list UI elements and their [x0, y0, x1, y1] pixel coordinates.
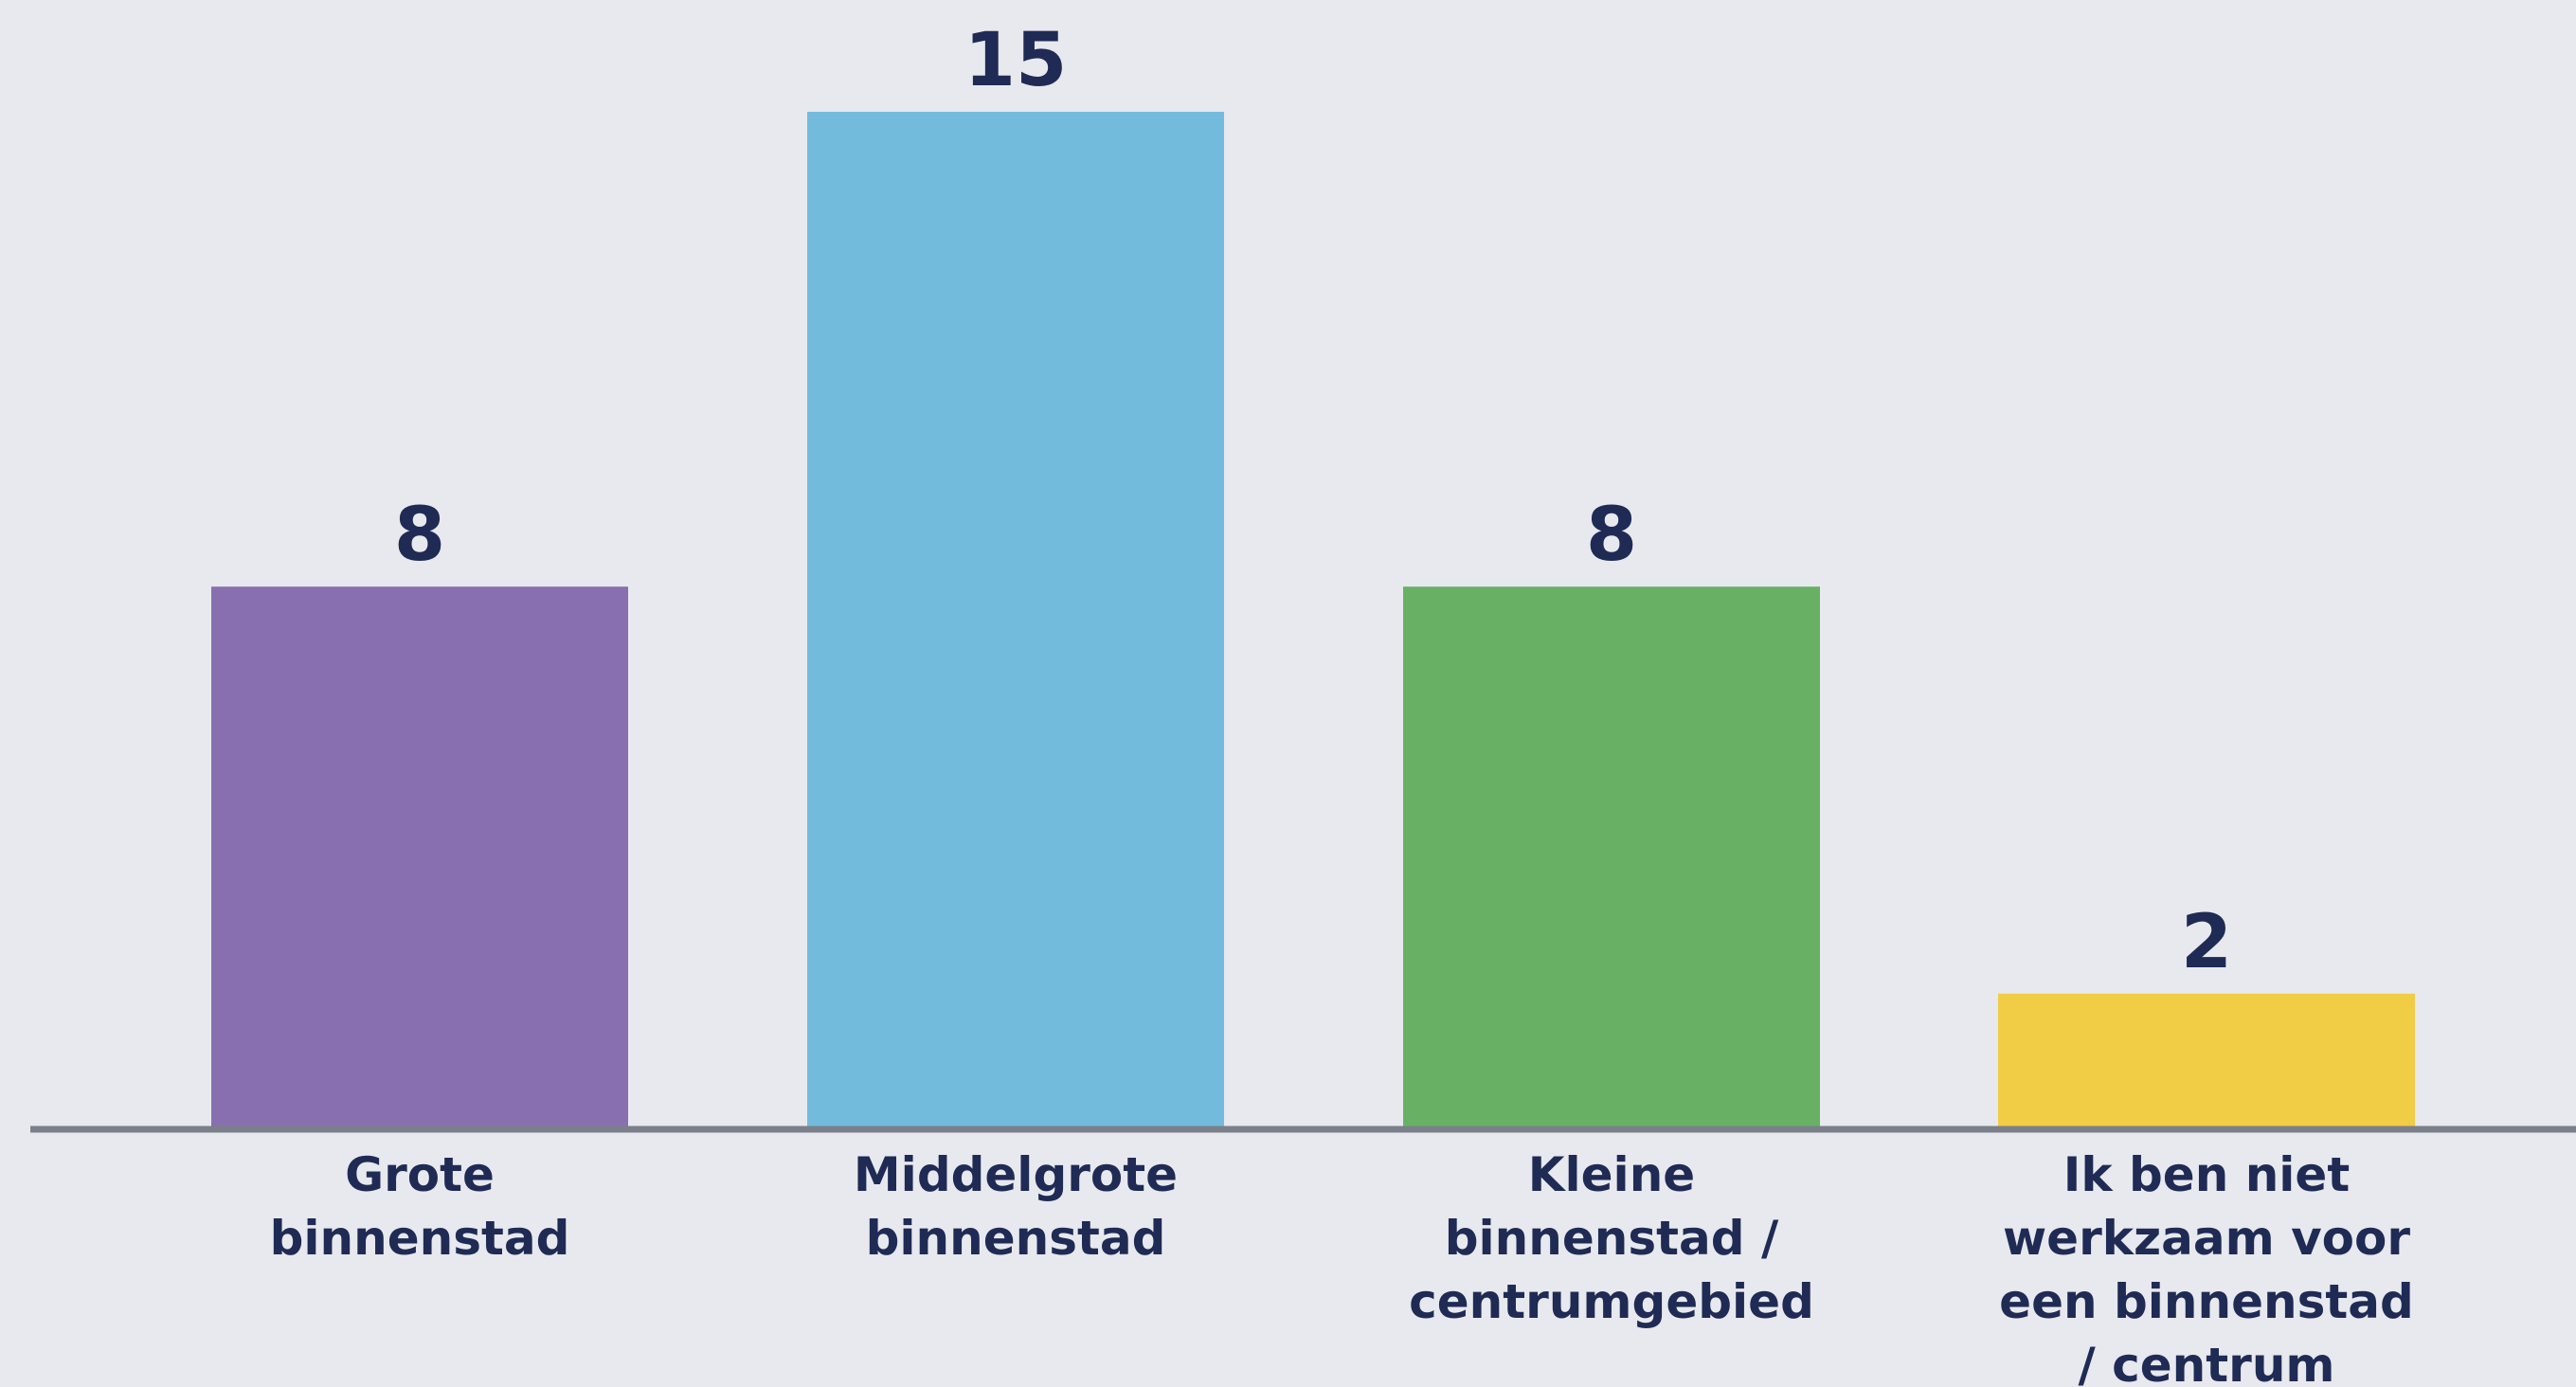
- category-label-line: Middelgrote: [854, 1147, 1178, 1202]
- category-label-line: / centrum: [2078, 1338, 2334, 1387]
- value-label-3: 8: [1586, 493, 1637, 578]
- bar-4: [1998, 993, 2415, 1129]
- value-label-2: 15: [964, 18, 1068, 103]
- category-label-line: werkzaam voor: [2003, 1211, 2410, 1266]
- category-label-1: Grote binnenstad: [270, 1147, 570, 1266]
- bar-1: [211, 586, 628, 1129]
- category-label-line: Ik ben niet: [2063, 1147, 2351, 1202]
- category-label-line: binnenstad: [270, 1211, 570, 1266]
- category-label-line: Kleine: [1528, 1147, 1695, 1202]
- category-labels-group: Grote binnenstad Middelgrote binnenstad Klei…: [270, 1147, 2414, 1387]
- value-label-4: 2: [2181, 900, 2232, 985]
- category-label-3: Kleine binnenstad / centrumgebied: [1409, 1147, 1814, 1329]
- value-labels-group: 8 15 8 2: [394, 18, 2232, 985]
- bar-3: [1403, 586, 1820, 1129]
- category-label-line: een binnenstad: [1999, 1274, 2414, 1329]
- category-label-4: Ik ben niet werkzaam voor een binnenstad / …: [1999, 1147, 2414, 1387]
- category-label-line: Grote: [345, 1147, 495, 1202]
- bar-2: [807, 112, 1224, 1129]
- category-label-line: centrumgebied: [1409, 1274, 1814, 1329]
- category-label-line: binnenstad /: [1445, 1211, 1779, 1266]
- category-label-2: Middelgrote binnenstad: [854, 1147, 1178, 1266]
- value-label-1: 8: [394, 493, 445, 578]
- category-label-line: binnenstad: [866, 1211, 1166, 1266]
- bars-group: [211, 112, 2415, 1129]
